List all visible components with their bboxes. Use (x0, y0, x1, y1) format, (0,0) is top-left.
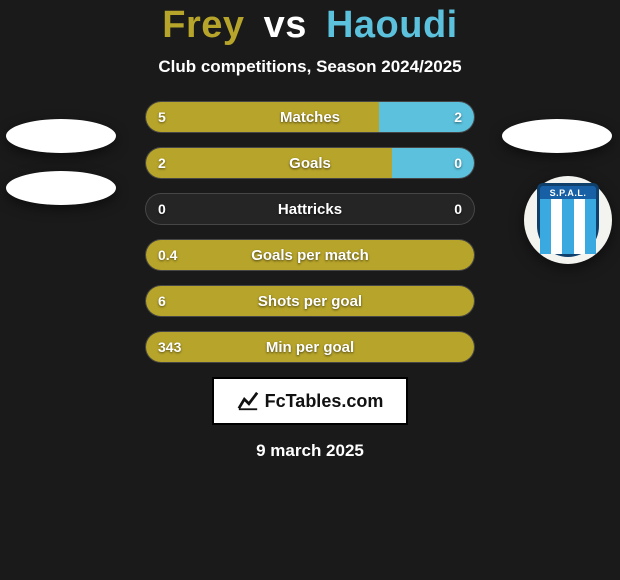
stat-row: Hattricks0 0 (145, 193, 475, 225)
stat-value-left: 0 (158, 194, 166, 224)
player1-name: Frey (162, 4, 244, 46)
player1-club-badge (6, 119, 116, 153)
comparison-card: Frey vs Haoudi Club competitions, Season… (0, 0, 620, 580)
player2-name: Haoudi (326, 4, 458, 46)
stat-row: Matches52 (145, 101, 475, 133)
bar-left-fill (146, 332, 474, 362)
player2-club-badge (502, 119, 612, 153)
subtitle: Club competitions, Season 2024/2025 (0, 57, 620, 77)
brand-box[interactable]: FcTables.com (212, 377, 408, 425)
bar-right-fill (379, 102, 474, 132)
vs-text: vs (264, 4, 307, 46)
stat-row: Min per goal343 (145, 331, 475, 363)
stat-row: Goals20 (145, 147, 475, 179)
brand-text: FcTables.com (265, 391, 384, 412)
spal-crest-icon: S.P.A.L. (537, 183, 599, 257)
bar-left-fill (146, 240, 474, 270)
crest-text: S.P.A.L. (540, 188, 596, 198)
stat-row: Shots per goal6 (145, 285, 475, 317)
date-text: 9 march 2025 (0, 441, 620, 461)
player1-club-badge-secondary (6, 171, 116, 205)
stat-row: Goals per match0.4 (145, 239, 475, 271)
bar-left-fill (146, 102, 379, 132)
bar-right-fill (392, 148, 474, 178)
page-title: Frey vs Haoudi (0, 0, 620, 47)
bar-left-fill (146, 286, 474, 316)
chart-icon (237, 390, 259, 412)
stat-label: Hattricks (146, 194, 474, 224)
stat-value-right: 0 (454, 194, 462, 224)
stat-bars: Matches52 Goals20 Hattricks0 0 Goals per mat… (145, 101, 475, 363)
bar-left-fill (146, 148, 392, 178)
player2-club-crest: S.P.A.L. (524, 176, 612, 264)
